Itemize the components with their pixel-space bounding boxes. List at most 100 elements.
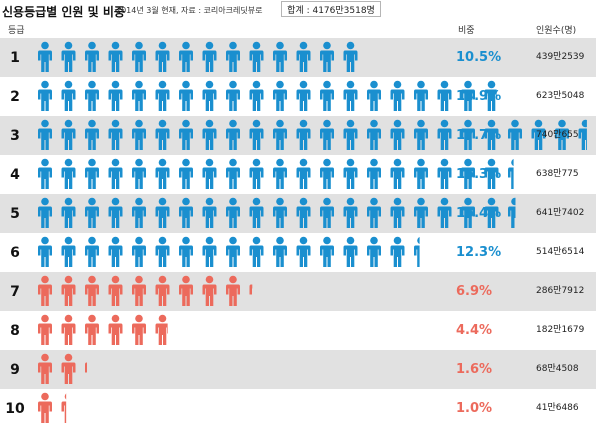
person-icon: [155, 314, 168, 345]
person-icon: [85, 41, 99, 72]
share-value: 14.9%: [456, 89, 502, 104]
share-value: 12.3%: [456, 245, 502, 260]
person-icon: [343, 80, 358, 111]
person-icon: [249, 284, 253, 295]
share-value: 17.7%: [456, 128, 502, 143]
grade-label: 5: [10, 205, 20, 222]
pictogram-bar: [38, 194, 532, 233]
pictogram-bar: [38, 311, 179, 350]
share-value: 6.9%: [456, 284, 493, 299]
person-icon: [296, 41, 311, 72]
person-icon: [437, 197, 452, 228]
person-icon: [273, 158, 287, 189]
person-icon: [202, 197, 217, 228]
person-icon: [484, 119, 499, 150]
grade-label: 6: [10, 244, 20, 261]
person-icon: [202, 236, 217, 267]
grade-label: 10: [5, 400, 25, 417]
chart-title: 신용등급별 인원 및 비중: [2, 5, 125, 19]
person-icon: [38, 41, 52, 72]
person-icon: [61, 275, 76, 306]
person-icon: [61, 80, 76, 111]
count-column-header: 인원수(명): [536, 26, 577, 36]
person-icon: [508, 119, 522, 150]
pictogram-svg: [38, 41, 358, 72]
person-icon: [343, 41, 358, 72]
person-icon: [414, 197, 428, 228]
grade-label: 1: [10, 49, 20, 66]
person-icon: [390, 80, 405, 111]
person-icon: [343, 119, 358, 150]
person-icon: [155, 80, 170, 111]
pictogram-bar: [38, 155, 532, 194]
person-icon: [179, 275, 193, 306]
grade-label: 3: [10, 127, 20, 144]
person-icon: [132, 158, 146, 189]
person-icon: [578, 119, 587, 150]
person-icon: [108, 275, 123, 306]
person-icon: [132, 275, 146, 306]
person-icon: [155, 236, 170, 267]
person-icon: [437, 119, 452, 150]
person-icon: [61, 119, 76, 150]
person-icon: [249, 197, 264, 228]
person-icon: [249, 158, 264, 189]
chart-row: 4 15.3% 638만775: [0, 155, 596, 194]
person-icon: [85, 197, 99, 228]
person-icon: [414, 158, 428, 189]
chart-header: 신용등급별 인원 및 비중 2014년 3월 현재, 자료 : 코리아크레딧뷰로…: [0, 0, 596, 22]
person-icon: [367, 119, 381, 150]
total-box: 합계 : 4176만3518명: [281, 1, 381, 17]
person-icon: [108, 119, 123, 150]
person-icon: [414, 119, 428, 150]
share-value: 10.5%: [456, 50, 502, 65]
pictogram-bar: [38, 350, 109, 389]
person-icon: [437, 158, 452, 189]
person-icon: [61, 197, 76, 228]
person-icon: [108, 314, 123, 345]
person-icon: [320, 80, 334, 111]
pictogram-svg: [38, 275, 253, 306]
person-icon: [85, 275, 99, 306]
person-icon: [249, 41, 264, 72]
grade-label: 8: [10, 322, 20, 339]
count-value: 182만1679: [536, 325, 585, 335]
count-value: 68만4508: [536, 364, 579, 374]
total-label: 합계 : 4176만3518명: [287, 5, 375, 16]
person-icon: [367, 158, 381, 189]
person-icon: [61, 41, 76, 72]
grade-label: 4: [10, 166, 20, 183]
person-icon: [179, 158, 193, 189]
chart-row: 6 12.3% 514만6514: [0, 233, 596, 272]
share-value: 15.3%: [456, 167, 502, 182]
person-icon: [155, 41, 170, 72]
person-icon: [155, 119, 170, 150]
person-icon: [226, 158, 240, 189]
person-icon: [85, 119, 99, 150]
pictogram-svg: [38, 236, 420, 267]
count-value: 41만6486: [536, 403, 579, 413]
person-icon: [132, 197, 146, 228]
person-icon: [202, 275, 217, 306]
person-icon: [108, 197, 123, 228]
person-icon: [296, 197, 311, 228]
chart-row: 3 17.7% 740만655: [0, 116, 596, 155]
person-icon: [320, 41, 334, 72]
person-icon: [296, 119, 311, 150]
count-value: 638만775: [536, 169, 579, 179]
person-icon: [484, 80, 497, 111]
pictogram-svg: [38, 158, 514, 189]
person-icon: [343, 158, 358, 189]
person-icon: [531, 119, 546, 150]
person-icon: [85, 236, 99, 267]
person-icon: [390, 158, 405, 189]
person-icon: [226, 119, 240, 150]
person-icon: [38, 275, 52, 306]
person-icon: [132, 314, 146, 345]
person-icon: [367, 80, 381, 111]
chart-row: 1 10.5% 439만2539: [0, 38, 596, 77]
pictogram-bar: [38, 116, 596, 155]
person-icon: [38, 158, 52, 189]
person-icon: [38, 119, 52, 150]
person-icon: [155, 158, 170, 189]
